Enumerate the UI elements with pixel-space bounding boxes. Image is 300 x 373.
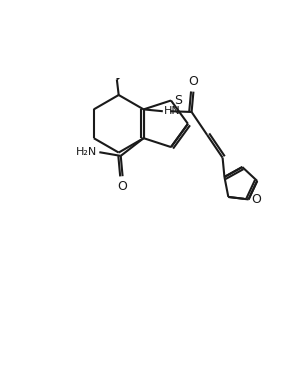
Text: O: O bbox=[251, 193, 261, 206]
Text: S: S bbox=[174, 94, 182, 107]
Text: H₂N: H₂N bbox=[76, 147, 98, 157]
Text: O: O bbox=[118, 180, 128, 193]
Text: O: O bbox=[188, 75, 198, 88]
Text: HN: HN bbox=[164, 106, 181, 116]
